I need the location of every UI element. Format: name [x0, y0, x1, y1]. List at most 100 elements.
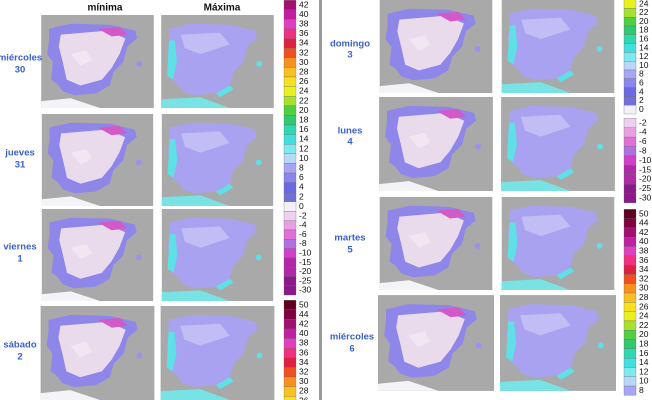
scale-label: 10 — [639, 60, 649, 70]
day-name: lunes — [338, 126, 363, 137]
color-swatch — [623, 292, 637, 303]
scale-label: 30 — [299, 376, 309, 386]
color-swatch — [283, 338, 297, 349]
scale-label: 8 — [639, 69, 644, 79]
color-swatch — [623, 78, 637, 88]
color-swatch — [283, 201, 297, 212]
scale-label: 16 — [639, 348, 649, 358]
scale-label: 36 — [299, 28, 309, 38]
day-name: martes — [334, 233, 365, 244]
color-swatch — [623, 283, 637, 294]
scale-label: 18 — [639, 25, 649, 35]
scale-label: -10 — [639, 155, 652, 165]
color-swatch — [623, 105, 637, 115]
scale-label: 14 — [639, 357, 649, 367]
scale-label: 12 — [639, 51, 649, 61]
scale-label: -6 — [299, 229, 307, 239]
color-swatch — [283, 248, 297, 259]
color-swatch — [283, 144, 297, 154]
color-swatch — [283, 229, 297, 240]
color-swatch — [623, 339, 637, 349]
scale-label: 2 — [299, 191, 304, 201]
scale-label: 28 — [299, 386, 309, 396]
scale-label: -10 — [299, 247, 312, 257]
color-swatch — [623, 209, 637, 219]
day-number: 6 — [349, 344, 354, 355]
color-swatch — [623, 87, 637, 97]
scale-label: 14 — [639, 42, 649, 52]
min-map — [40, 306, 155, 400]
scale-label: 34 — [299, 38, 309, 48]
scale-label: 20 — [639, 16, 649, 26]
scale-label: 30 — [639, 283, 649, 293]
color-swatch — [623, 218, 637, 229]
scale-label: -8 — [299, 238, 307, 248]
color-swatch — [623, 274, 637, 284]
color-swatch — [283, 67, 297, 78]
scale-label: 12 — [639, 366, 649, 376]
scale-label: 22 — [639, 320, 649, 330]
max-map — [161, 15, 274, 108]
color-swatch — [623, 136, 637, 147]
scale-label: 38 — [299, 18, 309, 28]
scale-label: 42 — [299, 318, 309, 328]
min-map — [379, 97, 493, 191]
scale-label: 10 — [299, 153, 309, 163]
scale-label: -2 — [639, 117, 647, 127]
scale-label: 26 — [299, 395, 309, 400]
color-swatch — [283, 276, 297, 286]
divider — [319, 0, 322, 400]
scale-label: 40 — [299, 9, 309, 19]
color-swatch — [283, 220, 297, 231]
scale-label: -20 — [639, 174, 652, 184]
color-swatch — [623, 376, 637, 387]
scale-label: 36 — [639, 255, 649, 265]
scale-label: -30 — [299, 285, 312, 295]
scale-label: 10 — [639, 376, 649, 386]
scale-label: 18 — [639, 338, 649, 348]
color-swatch — [623, 25, 637, 35]
scale-label: 24 — [299, 86, 309, 96]
color-swatch — [623, 96, 637, 106]
scale-label: -25 — [299, 275, 312, 285]
scale-label: 44 — [299, 309, 309, 319]
day-name: miércoles — [0, 53, 42, 64]
max-map — [501, 197, 615, 290]
color-swatch — [283, 396, 297, 400]
color-swatch — [623, 155, 637, 166]
scale-label: 24 — [639, 0, 649, 8]
color-swatch — [283, 38, 297, 49]
color-swatch — [623, 118, 637, 128]
color-swatch — [283, 192, 297, 202]
scale-label: 26 — [639, 301, 649, 311]
day-name: jueves — [4, 148, 35, 159]
color-swatch — [283, 9, 297, 20]
max-map — [161, 114, 274, 206]
color-swatch — [623, 146, 637, 157]
color-swatch — [283, 0, 297, 10]
scale-label: 28 — [299, 66, 309, 76]
color-swatch — [623, 0, 637, 9]
color-swatch — [283, 124, 297, 135]
scale-label: 40 — [639, 236, 649, 246]
scale-label: 50 — [299, 299, 309, 309]
scale-label: -15 — [299, 257, 312, 267]
day-name: domingo — [330, 39, 370, 50]
min-map — [378, 295, 494, 391]
color-swatch — [623, 43, 637, 53]
color-swatch — [623, 237, 637, 247]
max-map — [500, 295, 616, 391]
day-number: 4 — [347, 137, 353, 148]
scale-label: 28 — [639, 292, 649, 302]
color-swatch — [283, 105, 297, 116]
scale-label: 38 — [639, 245, 649, 255]
max-map — [160, 306, 275, 400]
color-swatch — [623, 227, 637, 238]
scale-label: -6 — [639, 136, 647, 146]
day-number: 3 — [347, 50, 352, 61]
color-swatch — [283, 300, 297, 310]
color-swatch — [623, 34, 637, 44]
color-swatch — [283, 172, 297, 183]
day-number: 5 — [347, 245, 353, 256]
scale-label: 34 — [299, 357, 309, 367]
